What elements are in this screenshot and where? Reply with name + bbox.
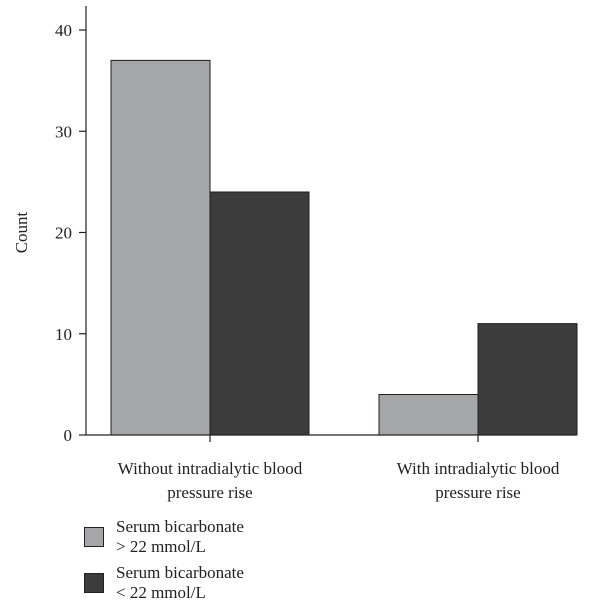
bar-s1-c1: [477, 323, 578, 436]
axes-group: [79, 6, 576, 442]
legend-item-low-bicarbonate: Serum bicarbonate < 22 mmol/L: [84, 563, 266, 603]
y-tick-label-30: 30: [55, 122, 72, 141]
bar-chart: 0 10 20 30 40 Without intradialytic blood pres…: [12, 6, 578, 502]
legend-label-line-2: > 22 mmol/L: [116, 537, 206, 556]
bar-s0-c0: [110, 59, 211, 436]
x-category-label-0-line-1: pressure rise: [167, 483, 252, 502]
x-category-label-1-line-0: With intradialytic blood: [397, 459, 560, 478]
y-axis-title: Count: [12, 211, 31, 253]
legend-label-line-1: Serum bicarbonate: [116, 517, 244, 536]
bar-s0-c1: [378, 394, 479, 436]
legend-label-line-2: < 22 mmol/L: [116, 583, 206, 602]
labels-group: 0 10 20 30 40 Without intradialytic blood pres…: [12, 21, 560, 502]
legend-swatch-low-bicarbonate: [84, 573, 104, 593]
bar-s1-c0: [209, 191, 310, 436]
y-tick-label-40: 40: [55, 21, 72, 40]
legend-label-low-bicarbonate: Serum bicarbonate < 22 mmol/L: [116, 563, 266, 603]
x-category-label-0-line-0: Without intradialytic blood: [118, 459, 303, 478]
y-tick-label-0: 0: [64, 426, 73, 445]
y-tick-label-10: 10: [55, 325, 72, 344]
legend-item-high-bicarbonate: Serum bicarbonate > 22 mmol/L: [84, 517, 266, 557]
legend: Serum bicarbonate > 22 mmol/L Serum bica…: [84, 517, 266, 609]
bars-group: [110, 59, 578, 436]
x-category-label-1-line-1: pressure rise: [435, 483, 520, 502]
legend-label-line-1: Serum bicarbonate: [116, 563, 244, 582]
legend-label-high-bicarbonate: Serum bicarbonate > 22 mmol/L: [116, 517, 266, 557]
legend-swatch-high-bicarbonate: [84, 527, 104, 547]
y-tick-label-20: 20: [55, 224, 72, 243]
